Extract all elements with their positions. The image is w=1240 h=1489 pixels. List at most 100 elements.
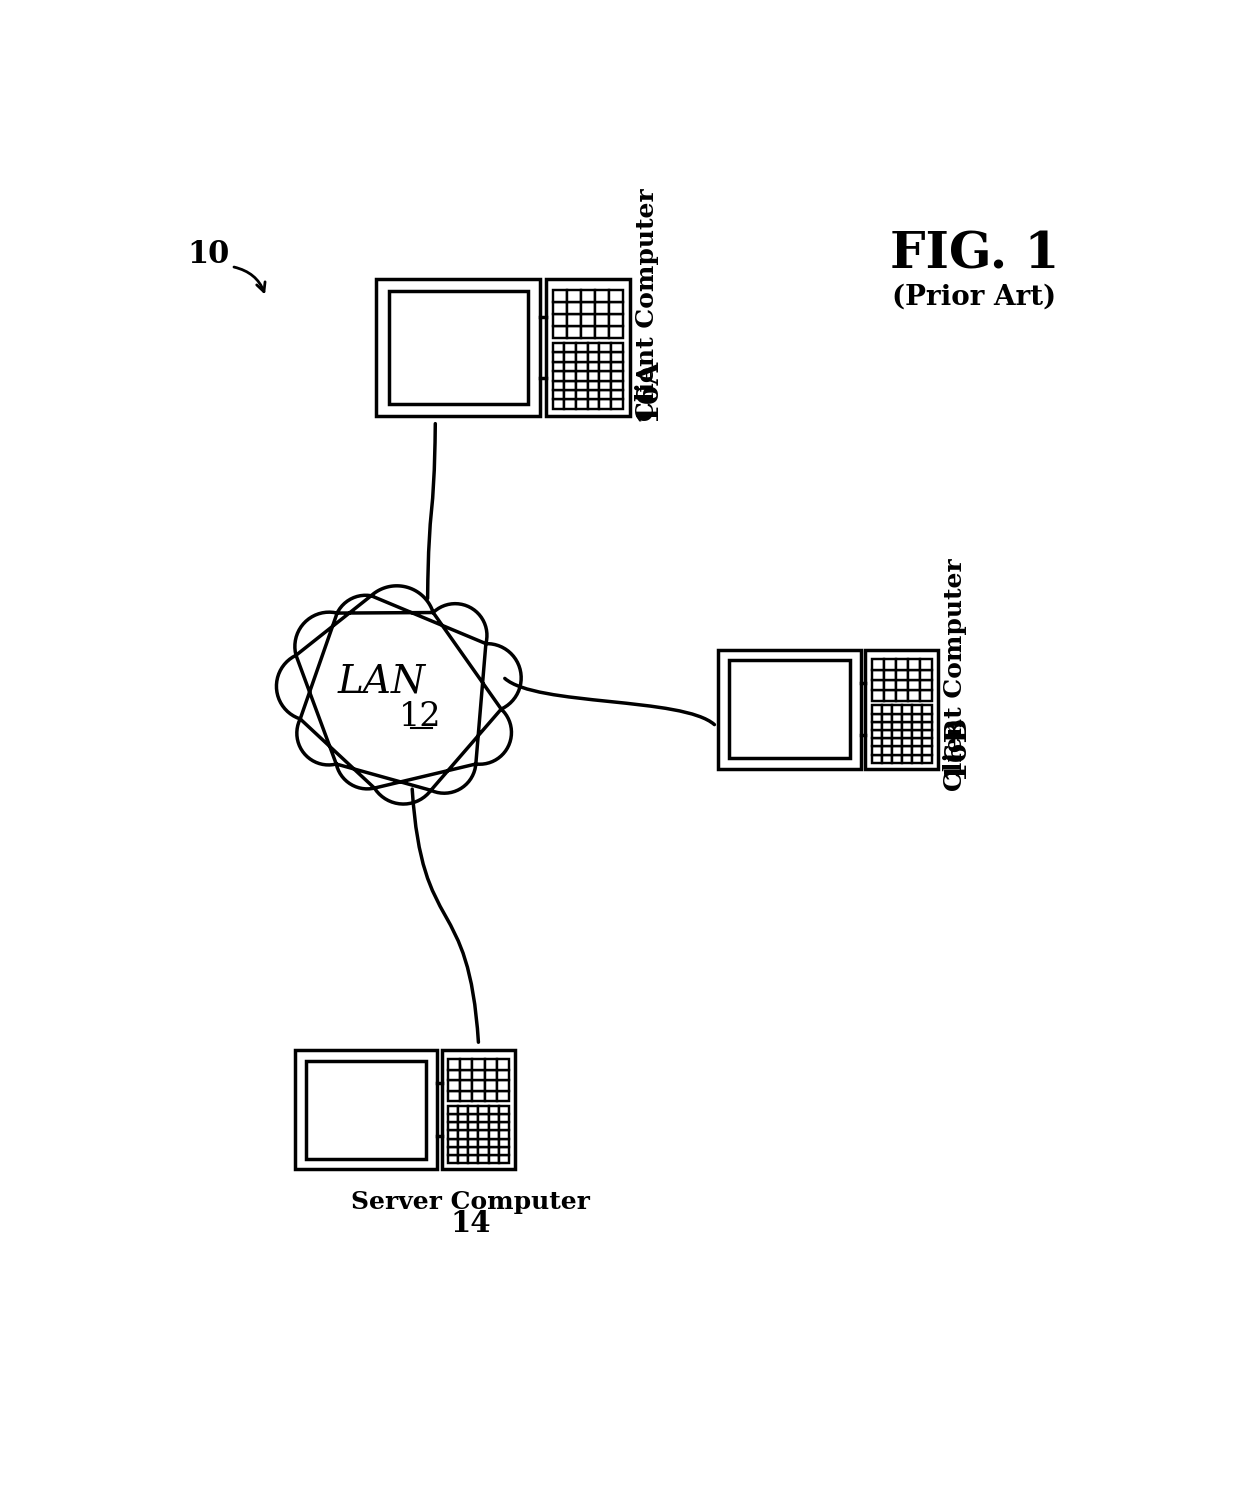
Text: 16A: 16A [632, 357, 661, 421]
Bar [485, 1091, 497, 1102]
Bar [497, 1071, 508, 1081]
Bar [901, 706, 913, 713]
Bar [546, 278, 630, 415]
Bar [913, 722, 923, 730]
Bar [577, 381, 588, 390]
Bar [489, 1139, 498, 1147]
Bar [448, 1114, 458, 1123]
Bar [923, 746, 932, 755]
Bar [611, 381, 622, 390]
Bar [872, 722, 882, 730]
Bar [469, 1147, 479, 1155]
Bar [469, 1123, 479, 1130]
Bar [884, 691, 895, 701]
Bar [458, 1106, 469, 1114]
Bar [567, 314, 580, 326]
Bar [567, 302, 580, 314]
Bar [908, 660, 920, 670]
Bar [553, 342, 564, 353]
Bar [901, 730, 913, 739]
Bar [872, 680, 884, 691]
Bar [882, 706, 892, 713]
Bar [460, 1060, 472, 1071]
Bar [564, 342, 577, 353]
Bar [599, 353, 611, 362]
Bar [448, 1091, 460, 1102]
Bar [595, 326, 609, 338]
Bar [609, 302, 622, 314]
Polygon shape [277, 585, 521, 804]
Bar [577, 371, 588, 381]
Bar [595, 290, 609, 302]
Bar [580, 290, 595, 302]
Bar [469, 1155, 479, 1163]
Bar [460, 1091, 472, 1102]
Bar [498, 1139, 508, 1147]
Text: 12: 12 [398, 701, 441, 733]
Bar [567, 290, 580, 302]
Bar [469, 1139, 479, 1147]
Text: 10: 10 [187, 240, 229, 271]
Bar [577, 362, 588, 371]
Bar [923, 755, 932, 762]
Bar [553, 302, 567, 314]
Bar [441, 1050, 515, 1169]
Bar [305, 1060, 427, 1158]
Bar [882, 755, 892, 762]
Bar [448, 1106, 458, 1114]
Bar [884, 660, 895, 670]
Bar [469, 1130, 479, 1139]
Bar [460, 1071, 472, 1081]
Bar [497, 1060, 508, 1071]
Bar [892, 706, 901, 713]
Bar [295, 1050, 438, 1169]
Bar [489, 1106, 498, 1114]
Bar [908, 670, 920, 680]
Bar [872, 660, 884, 670]
Bar [892, 746, 901, 755]
Bar [872, 730, 882, 739]
Bar [611, 362, 622, 371]
Bar [895, 680, 908, 691]
Bar [479, 1130, 489, 1139]
Bar [460, 1081, 472, 1091]
Bar [611, 399, 622, 409]
Bar [489, 1147, 498, 1155]
Bar [913, 739, 923, 746]
Bar [901, 722, 913, 730]
Bar [923, 739, 932, 746]
Bar [599, 371, 611, 381]
Bar [553, 381, 564, 390]
Bar [498, 1106, 508, 1114]
Bar [609, 314, 622, 326]
Bar [892, 722, 901, 730]
Bar [611, 342, 622, 353]
Bar [553, 353, 564, 362]
Bar [872, 755, 882, 762]
Bar [920, 691, 932, 701]
Bar [595, 302, 609, 314]
Bar [564, 390, 577, 399]
Bar [611, 390, 622, 399]
Bar [479, 1155, 489, 1163]
Bar [895, 660, 908, 670]
Bar [611, 371, 622, 381]
Bar [884, 680, 895, 691]
Bar [479, 1106, 489, 1114]
Bar [872, 739, 882, 746]
Bar [611, 353, 622, 362]
Bar [866, 649, 939, 768]
Bar [489, 1130, 498, 1139]
Bar [553, 362, 564, 371]
Bar [577, 399, 588, 409]
Bar [588, 399, 599, 409]
Bar [564, 371, 577, 381]
Bar [448, 1147, 458, 1155]
Bar [580, 302, 595, 314]
Bar [564, 399, 577, 409]
Bar [729, 660, 849, 758]
Bar [485, 1081, 497, 1091]
Bar [377, 278, 541, 415]
Bar [553, 371, 564, 381]
Bar [448, 1139, 458, 1147]
